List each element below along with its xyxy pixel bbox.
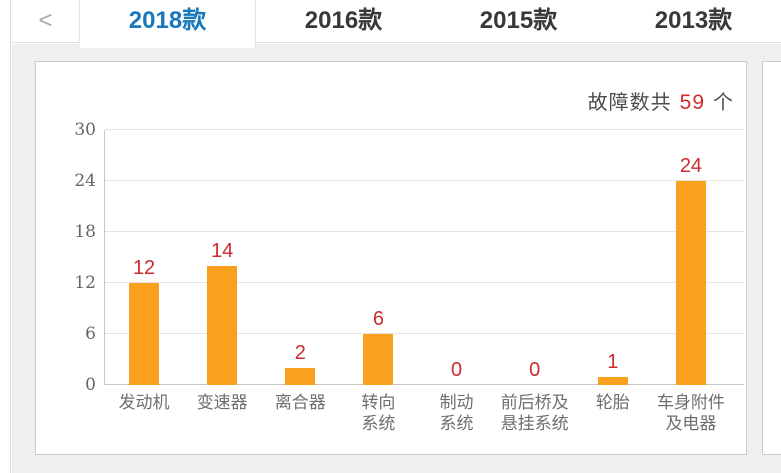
bar-column: 14 [183, 130, 261, 385]
tab-2013款[interactable]: 2013款 [606, 0, 781, 43]
bar-value-label: 0 [451, 359, 463, 381]
chart-bar [675, 181, 706, 385]
bar-column: 2 [261, 130, 339, 385]
gridline [105, 129, 744, 130]
tab-2015款[interactable]: 2015款 [431, 0, 606, 43]
y-tick-label: 12 [74, 273, 96, 293]
bar-column: 0 [418, 130, 496, 385]
y-tick-label: 0 [85, 375, 96, 395]
bar-column: 6 [339, 130, 417, 385]
category-label: 转向 系统 [361, 393, 396, 434]
model-year-tabbar: < 2018款 2016款 2015款 2013款 [12, 0, 781, 48]
category-label: 变速器 [196, 393, 248, 413]
category-label: 前后桥及 悬挂系统 [500, 393, 569, 434]
y-tick-label: 30 [74, 120, 96, 140]
bar-value-label: 0 [529, 359, 541, 381]
bar-value-label: 6 [372, 308, 384, 330]
chart-title: 故障数共 59 个 [588, 86, 734, 115]
chart-bar [285, 368, 316, 385]
tab-2016款[interactable]: 2016款 [256, 0, 431, 43]
category-label: 发动机 [118, 393, 170, 413]
fault-chart-panel: 故障数共 59 个 0 6 12 18 24 30 12 14 2 6 0 0 1 24 发动机 变速器 离合器… [35, 61, 747, 455]
bar-column: 24 [652, 130, 730, 385]
content-area: 故障数共 59 个 0 6 12 18 24 30 12 14 2 6 0 0 1 24 发动机 变速器 离合器… [12, 44, 781, 473]
tab-2018款[interactable]: 2018款 [80, 0, 256, 48]
plot-grid [104, 129, 744, 385]
y-tick-label: 18 [74, 222, 96, 242]
category-label: 离合器 [274, 393, 326, 413]
chart-title-suffix: 个 [713, 92, 734, 114]
gridline [105, 180, 744, 181]
y-axis-labels: 0 6 12 18 24 30 [42, 120, 96, 395]
fault-count: 59 [679, 91, 705, 114]
gridline [105, 231, 744, 232]
category-label: 制动 系统 [439, 393, 474, 434]
bar-column: 12 [105, 130, 183, 385]
gridline [105, 282, 744, 283]
gridline [105, 333, 744, 334]
chart-bar [363, 334, 394, 385]
bar-value-label: 1 [607, 350, 619, 373]
chart-bar [207, 266, 238, 385]
bar-column: 1 [574, 130, 652, 385]
page-left-edge [0, 0, 11, 473]
bar-value-label: 14 [211, 240, 234, 262]
tab-list: 2018款 2016款 2015款 2013款 [80, 0, 781, 48]
chart-title-prefix: 故障数共 [587, 92, 672, 114]
back-chevron-icon: < [38, 7, 53, 34]
x-axis-labels: 发动机 变速器 离合器 转向 系统 制动 系统 前后桥及 悬挂系统 轮胎 车身附件 及电器 [105, 393, 730, 435]
chart-bar [129, 283, 160, 385]
bar-series: 12 14 2 6 0 0 1 24 [105, 130, 730, 385]
category-label: 车身附件 及电器 [656, 393, 725, 434]
category-label: 轮胎 [595, 393, 630, 413]
back-button[interactable]: < [12, 0, 80, 43]
bar-column: 0 [496, 130, 574, 385]
y-tick-label: 24 [74, 171, 96, 191]
bar-value-label: 2 [294, 342, 306, 364]
adjacent-panel-edge [762, 61, 781, 455]
y-tick-label: 6 [85, 324, 96, 344]
chart-bar [597, 376, 628, 385]
bar-value-label: 24 [679, 155, 703, 177]
bar-value-label: 12 [132, 257, 156, 279]
